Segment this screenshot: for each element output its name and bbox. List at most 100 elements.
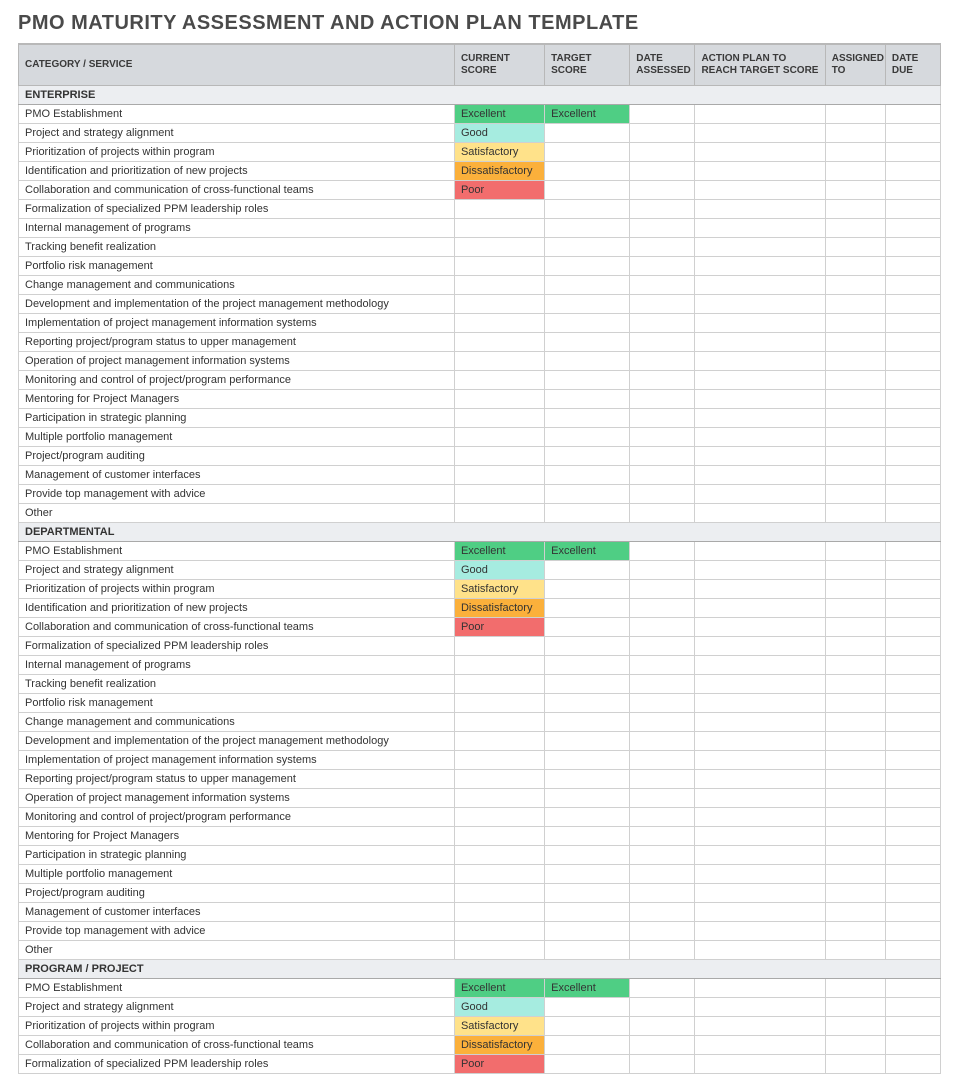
date-due-cell[interactable] xyxy=(885,257,940,276)
date-due-cell[interactable] xyxy=(885,998,940,1017)
target-score-cell[interactable] xyxy=(545,143,630,162)
date-assessed-cell[interactable] xyxy=(630,675,695,694)
current-score-cell[interactable] xyxy=(454,751,544,770)
date-due-cell[interactable] xyxy=(885,808,940,827)
assigned-to-cell[interactable] xyxy=(825,314,885,333)
date-assessed-cell[interactable] xyxy=(630,694,695,713)
current-score-cell[interactable] xyxy=(454,675,544,694)
assigned-to-cell[interactable] xyxy=(825,371,885,390)
current-score-cell[interactable] xyxy=(454,352,544,371)
current-score-cell[interactable] xyxy=(454,257,544,276)
current-score-cell[interactable]: Dissatisfactory xyxy=(454,162,544,181)
action-plan-cell[interactable] xyxy=(695,1055,825,1074)
date-due-cell[interactable] xyxy=(885,618,940,637)
date-due-cell[interactable] xyxy=(885,371,940,390)
action-plan-cell[interactable] xyxy=(695,865,825,884)
target-score-cell[interactable] xyxy=(545,162,630,181)
assigned-to-cell[interactable] xyxy=(825,580,885,599)
date-assessed-cell[interactable] xyxy=(630,105,695,124)
assigned-to-cell[interactable] xyxy=(825,1036,885,1055)
date-due-cell[interactable] xyxy=(885,922,940,941)
date-assessed-cell[interactable] xyxy=(630,276,695,295)
assigned-to-cell[interactable] xyxy=(825,808,885,827)
date-due-cell[interactable] xyxy=(885,694,940,713)
action-plan-cell[interactable] xyxy=(695,181,825,200)
action-plan-cell[interactable] xyxy=(695,124,825,143)
current-score-cell[interactable] xyxy=(454,409,544,428)
date-due-cell[interactable] xyxy=(885,637,940,656)
date-assessed-cell[interactable] xyxy=(630,219,695,238)
assigned-to-cell[interactable] xyxy=(825,162,885,181)
target-score-cell[interactable] xyxy=(545,713,630,732)
assigned-to-cell[interactable] xyxy=(825,979,885,998)
action-plan-cell[interactable] xyxy=(695,238,825,257)
target-score-cell[interactable] xyxy=(545,276,630,295)
date-assessed-cell[interactable] xyxy=(630,903,695,922)
target-score-cell[interactable] xyxy=(545,390,630,409)
action-plan-cell[interactable] xyxy=(695,162,825,181)
current-score-cell[interactable] xyxy=(454,428,544,447)
target-score-cell[interactable] xyxy=(545,903,630,922)
date-assessed-cell[interactable] xyxy=(630,162,695,181)
date-due-cell[interactable] xyxy=(885,504,940,523)
action-plan-cell[interactable] xyxy=(695,941,825,960)
action-plan-cell[interactable] xyxy=(695,1017,825,1036)
target-score-cell[interactable] xyxy=(545,504,630,523)
target-score-cell[interactable] xyxy=(545,751,630,770)
date-due-cell[interactable] xyxy=(885,1017,940,1036)
current-score-cell[interactable] xyxy=(454,865,544,884)
action-plan-cell[interactable] xyxy=(695,295,825,314)
date-due-cell[interactable] xyxy=(885,295,940,314)
date-due-cell[interactable] xyxy=(885,219,940,238)
assigned-to-cell[interactable] xyxy=(825,542,885,561)
date-due-cell[interactable] xyxy=(885,124,940,143)
date-assessed-cell[interactable] xyxy=(630,238,695,257)
target-score-cell[interactable] xyxy=(545,865,630,884)
current-score-cell[interactable] xyxy=(454,713,544,732)
date-assessed-cell[interactable] xyxy=(630,352,695,371)
date-due-cell[interactable] xyxy=(885,447,940,466)
assigned-to-cell[interactable] xyxy=(825,922,885,941)
target-score-cell[interactable] xyxy=(545,580,630,599)
assigned-to-cell[interactable] xyxy=(825,238,885,257)
date-due-cell[interactable] xyxy=(885,599,940,618)
action-plan-cell[interactable] xyxy=(695,352,825,371)
assigned-to-cell[interactable] xyxy=(825,732,885,751)
date-assessed-cell[interactable] xyxy=(630,124,695,143)
target-score-cell[interactable] xyxy=(545,371,630,390)
assigned-to-cell[interactable] xyxy=(825,276,885,295)
current-score-cell[interactable] xyxy=(454,200,544,219)
date-assessed-cell[interactable] xyxy=(630,1017,695,1036)
target-score-cell[interactable] xyxy=(545,827,630,846)
action-plan-cell[interactable] xyxy=(695,371,825,390)
current-score-cell[interactable] xyxy=(454,219,544,238)
action-plan-cell[interactable] xyxy=(695,105,825,124)
assigned-to-cell[interactable] xyxy=(825,941,885,960)
current-score-cell[interactable] xyxy=(454,238,544,257)
target-score-cell[interactable] xyxy=(545,200,630,219)
current-score-cell[interactable] xyxy=(454,789,544,808)
date-assessed-cell[interactable] xyxy=(630,257,695,276)
date-assessed-cell[interactable] xyxy=(630,580,695,599)
date-assessed-cell[interactable] xyxy=(630,884,695,903)
assigned-to-cell[interactable] xyxy=(825,751,885,770)
current-score-cell[interactable]: Good xyxy=(454,561,544,580)
assigned-to-cell[interactable] xyxy=(825,352,885,371)
assigned-to-cell[interactable] xyxy=(825,884,885,903)
action-plan-cell[interactable] xyxy=(695,485,825,504)
target-score-cell[interactable] xyxy=(545,694,630,713)
assigned-to-cell[interactable] xyxy=(825,200,885,219)
date-due-cell[interactable] xyxy=(885,162,940,181)
current-score-cell[interactable] xyxy=(454,694,544,713)
date-assessed-cell[interactable] xyxy=(630,1036,695,1055)
date-due-cell[interactable] xyxy=(885,941,940,960)
action-plan-cell[interactable] xyxy=(695,504,825,523)
action-plan-cell[interactable] xyxy=(695,466,825,485)
date-assessed-cell[interactable] xyxy=(630,998,695,1017)
target-score-cell[interactable] xyxy=(545,770,630,789)
date-due-cell[interactable] xyxy=(885,675,940,694)
date-due-cell[interactable] xyxy=(885,181,940,200)
assigned-to-cell[interactable] xyxy=(825,846,885,865)
target-score-cell[interactable] xyxy=(545,732,630,751)
date-assessed-cell[interactable] xyxy=(630,371,695,390)
